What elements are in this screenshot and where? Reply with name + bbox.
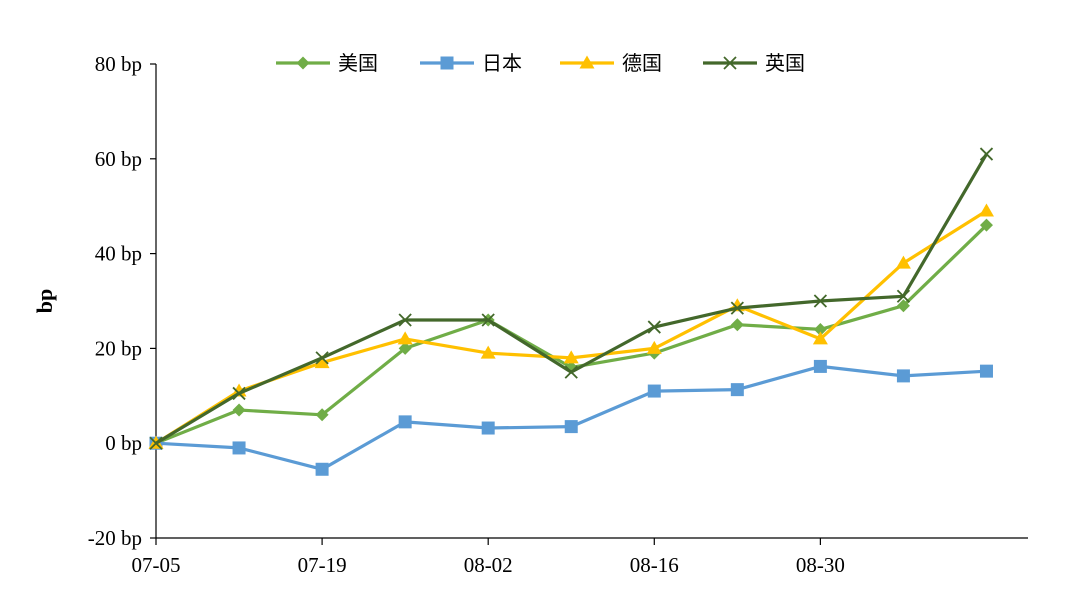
series-2-point: [481, 421, 495, 435]
y-tick-label: -20 bp: [88, 526, 142, 550]
legend-marker: [579, 55, 595, 69]
series-3-point: [480, 345, 496, 359]
legend-item: 日本: [420, 51, 522, 75]
series-3-point: [895, 255, 911, 269]
series-3-point: [397, 331, 413, 345]
series-4-point: [813, 294, 828, 308]
series-2-point: [979, 364, 993, 378]
series-4-line: [155, 153, 988, 445]
series-1-point: [979, 218, 993, 232]
legend-label: 日本: [482, 51, 522, 75]
series-4-point-stroke: [896, 289, 911, 303]
legend-label: 英国: [765, 51, 805, 75]
series-4-point: [315, 351, 329, 365]
series-4-point-stroke: [481, 313, 495, 327]
series-2-point: [896, 369, 910, 383]
x-tick-label: 07-19: [298, 553, 347, 577]
y-tick-label: 20 bp: [95, 336, 142, 360]
legend-label: 德国: [622, 51, 662, 75]
x-tick-label: 08-30: [796, 553, 845, 577]
x-tick-label: 08-16: [630, 553, 679, 577]
series-4-point-stroke: [232, 386, 246, 401]
series-2-point: [564, 420, 578, 434]
series-4-point-stroke: [813, 294, 828, 308]
legend-item: 英国: [703, 51, 805, 75]
series-2-point: [232, 441, 246, 455]
series-3-point: [314, 355, 330, 369]
legend-marker-stroke: [723, 56, 737, 70]
series-1-point: [232, 403, 246, 417]
series-4-point-stroke: [149, 436, 163, 450]
series-1-point: [896, 299, 910, 313]
series-4-point: [896, 289, 911, 303]
series-2-line: [155, 364, 987, 471]
series-1-point: [315, 408, 329, 422]
series-4-point: [398, 313, 412, 327]
x-tick-label: 07-05: [132, 553, 181, 577]
series-4-point-stroke: [315, 351, 329, 365]
series-4-point-stroke: [564, 365, 578, 379]
legend-item: 德国: [560, 51, 662, 75]
x-tick-label: 08-02: [464, 553, 513, 577]
legend-marker: [296, 56, 310, 70]
series-3-point: [563, 350, 579, 364]
series-4-point-stroke: [979, 147, 994, 161]
legend-marker: [440, 56, 454, 70]
legend-item: 美国: [276, 51, 378, 75]
series-2-point: [813, 359, 827, 373]
series-1-point: [730, 318, 744, 332]
series-4-point: [149, 436, 163, 450]
series-3-point: [978, 203, 994, 217]
legend-marker: [723, 56, 737, 70]
y-tick-label: 0 bp: [105, 431, 142, 455]
series-4-point: [481, 313, 495, 327]
series-4-point-stroke: [398, 313, 412, 327]
series-3-point: [812, 331, 828, 345]
y-tick-label: 80 bp: [95, 52, 142, 76]
series-1-point: [398, 341, 412, 355]
y-axis-title: bp: [32, 289, 57, 313]
series-1-point: [813, 322, 827, 336]
y-tick-label: 60 bp: [95, 147, 142, 171]
series-2-point: [730, 383, 744, 397]
series-4-point: [730, 301, 744, 315]
y-tick-label: 40 bp: [95, 242, 142, 266]
series-4-point: [564, 365, 578, 379]
series-4-point-stroke: [647, 320, 661, 334]
series-1-line: [155, 224, 988, 445]
series-3-line: [155, 209, 988, 445]
legend-label: 美国: [338, 51, 378, 75]
series-2-point: [647, 384, 661, 398]
series-4-point: [979, 147, 994, 161]
series-3-point: [646, 340, 662, 354]
series-4-point-stroke: [730, 301, 744, 315]
series-2-point: [315, 462, 329, 476]
series-2-point: [398, 415, 412, 429]
series-4-point: [647, 320, 661, 334]
series-4-point: [232, 386, 246, 401]
